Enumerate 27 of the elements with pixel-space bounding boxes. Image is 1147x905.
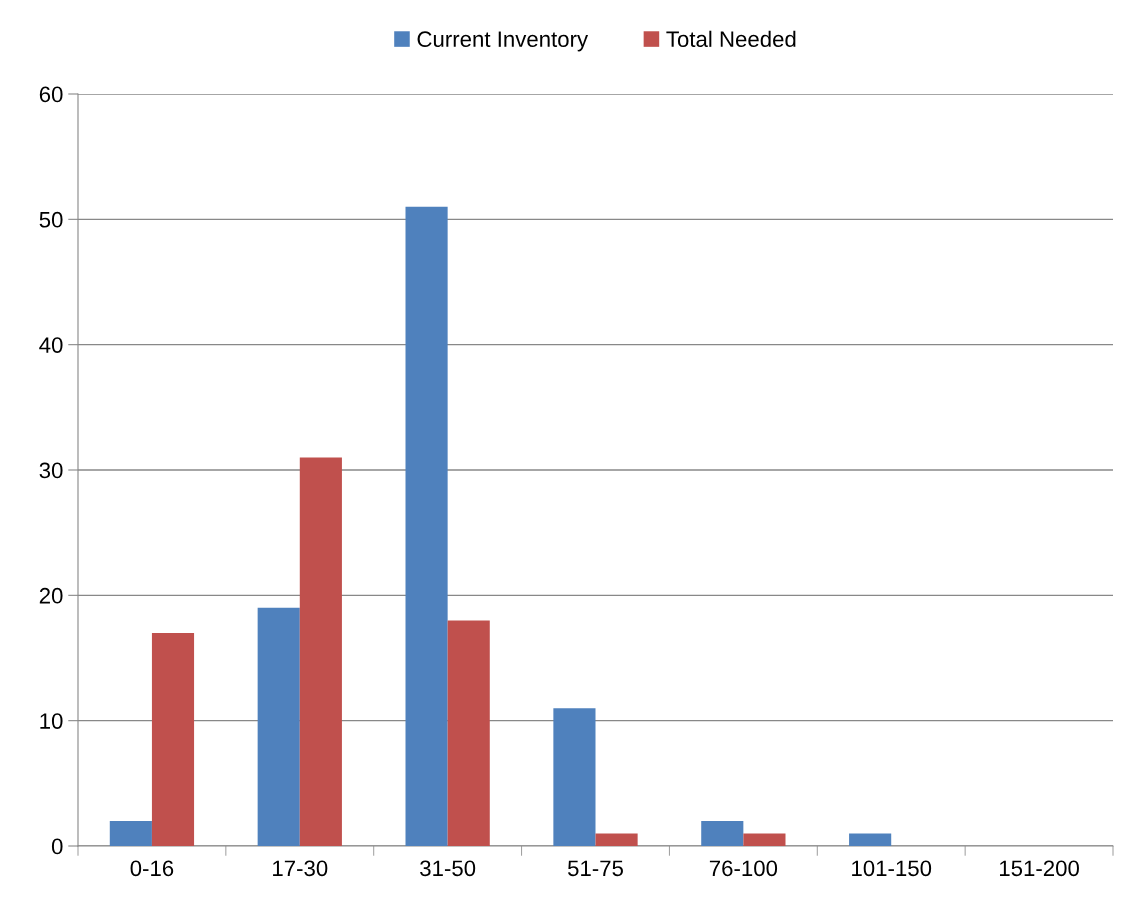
x-tick-label: 76-100 xyxy=(709,860,778,877)
bar xyxy=(257,607,300,846)
legend-label: Current Inventory xyxy=(417,31,589,52)
bar xyxy=(701,820,744,846)
y-tick-label: 0 xyxy=(51,838,63,855)
x-tick-label: 17-30 xyxy=(273,860,328,877)
y-tick-label: 60 xyxy=(39,86,63,103)
x-tick-label: 151-200 xyxy=(999,860,1079,877)
legend-label: Total Needed xyxy=(666,30,796,48)
x-tick-label: 51-75 xyxy=(567,860,623,877)
y-tick-label: 40 xyxy=(39,337,63,353)
bar xyxy=(299,457,342,846)
y-tick-label: 30 xyxy=(39,462,63,479)
y-tick-label: 10 xyxy=(40,713,63,729)
x-tick-label: 31-50 xyxy=(420,860,476,877)
x-tick-label: 101-150 xyxy=(852,860,932,877)
x-tick-label: 0-16 xyxy=(130,860,174,877)
bar xyxy=(595,833,638,846)
bar xyxy=(849,833,892,846)
bar xyxy=(405,206,448,846)
bar xyxy=(553,708,596,846)
bar xyxy=(109,820,152,846)
y-tick-label: 20 xyxy=(39,587,63,604)
y-tick-label: 50 xyxy=(39,211,63,228)
bar xyxy=(743,833,786,846)
bar xyxy=(151,632,195,846)
bar xyxy=(447,620,490,846)
